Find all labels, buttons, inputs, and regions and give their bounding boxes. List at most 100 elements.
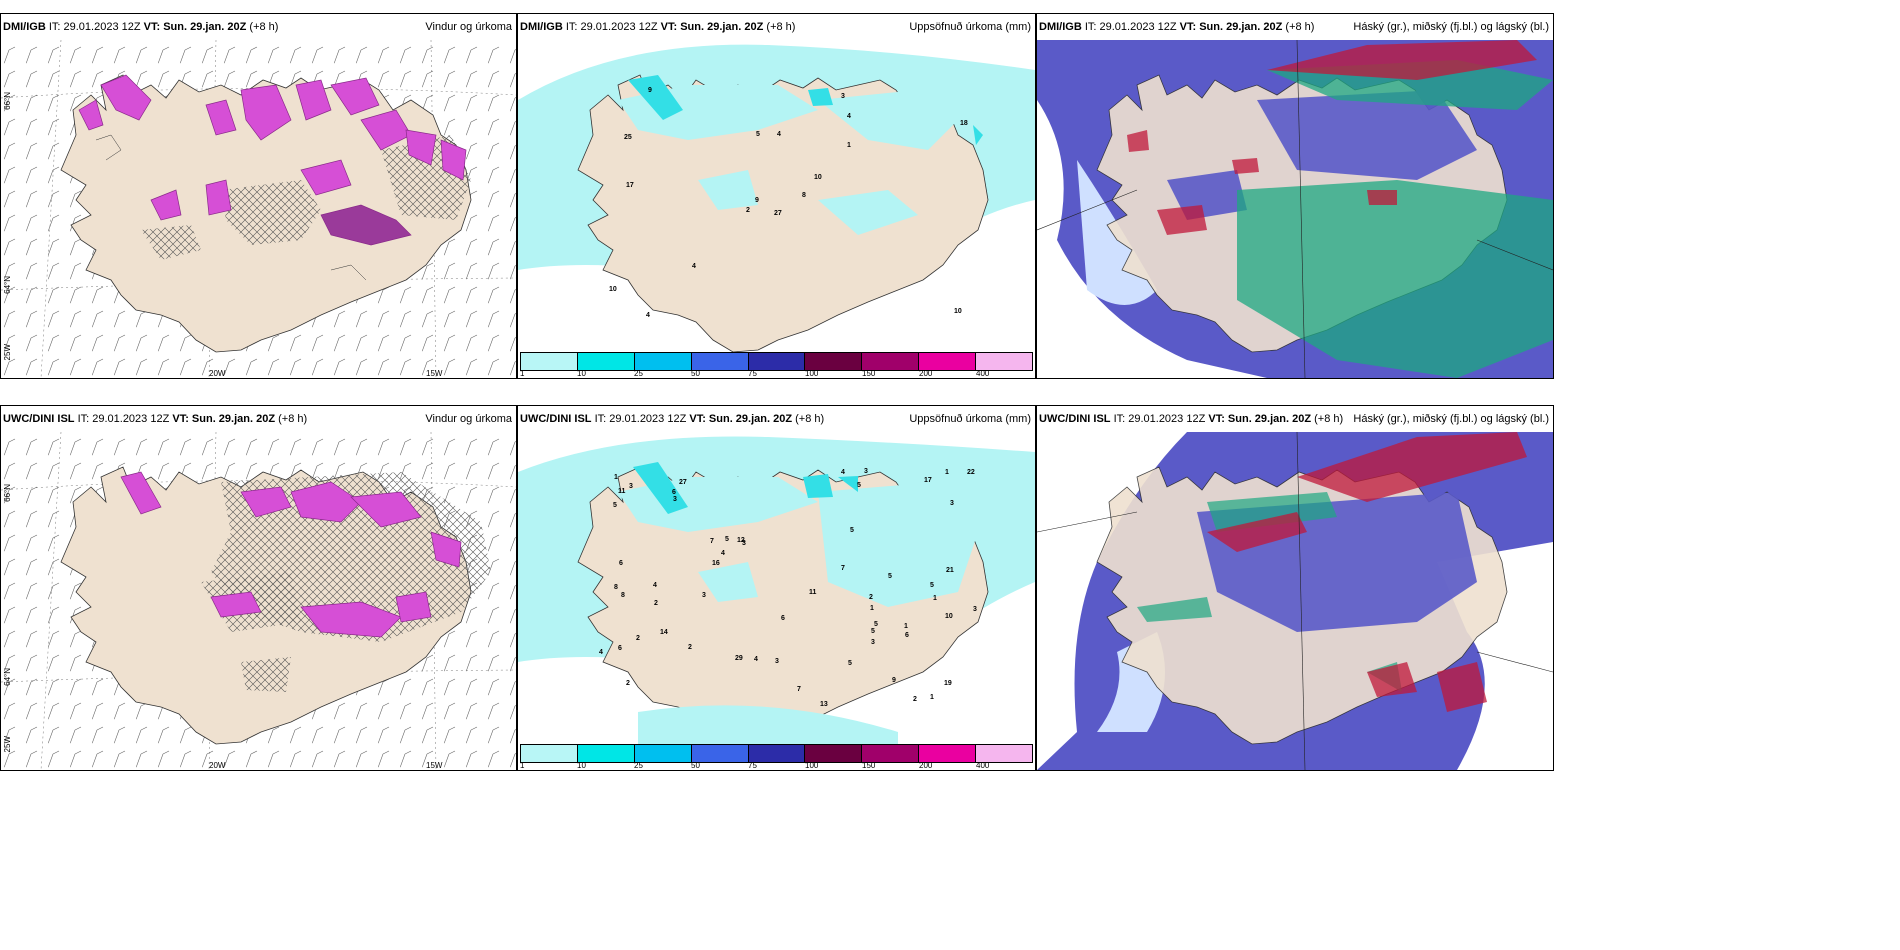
wind-barb: [399, 750, 412, 768]
wind-barb: [399, 702, 412, 720]
precip-value-label: 6: [619, 560, 623, 567]
init-time: IT: 29.01.2023 12Z: [48, 21, 141, 33]
precip-value-label: 1: [930, 694, 934, 701]
wind-barb: [377, 70, 390, 88]
precip-value-label: 27: [774, 210, 782, 217]
model-source: DMI/IGB: [3, 21, 46, 33]
wind-barb: [443, 70, 456, 88]
wind-barb: [113, 46, 126, 64]
wind-barb: [487, 486, 500, 504]
wind-barb: [47, 606, 60, 624]
wind-barb: [399, 46, 412, 64]
wind-barb: [487, 46, 500, 64]
wind-barb: [443, 702, 456, 720]
wind-barb: [3, 358, 16, 376]
wind-barb: [3, 462, 16, 480]
colorbar-swatch: [805, 353, 863, 370]
wind-barb: [3, 582, 16, 600]
colorbar-label: 75: [748, 369, 757, 378]
wind-barb: [157, 358, 170, 376]
wind-barb: [267, 726, 280, 744]
wind-barb: [69, 726, 82, 744]
wind-precip-map[interactable]: [1, 432, 516, 770]
precip-value-label: 17: [924, 477, 932, 484]
wind-barb: [47, 582, 60, 600]
cloud-cover-map[interactable]: [1037, 432, 1553, 770]
precip-value-label: 10: [609, 286, 617, 293]
colorbar-swatch: [521, 353, 578, 370]
wind-barb: [509, 633, 516, 648]
wind-barb: [487, 70, 500, 88]
precip-value-label: 6: [618, 645, 622, 652]
wind-barb: [113, 310, 126, 328]
accumulated-precip-map[interactable]: 27 25 9 10 10 4 3 4 4 8 9 10 17 18 2 1 4 5: [518, 40, 1035, 354]
wind-barb: [47, 750, 60, 768]
init-time: IT: 29.01.2023 12Z: [594, 413, 687, 425]
wind-barb: [421, 334, 434, 352]
wind-barb: [3, 310, 16, 328]
wind-barb: [135, 438, 148, 456]
precip-value-label: 7: [841, 565, 845, 572]
wind-barb: [465, 118, 478, 136]
precip-value-label: 18: [960, 120, 968, 127]
lead-time: (+8 h): [249, 21, 279, 33]
wind-barb: [509, 585, 516, 600]
precip-value-label: 6: [905, 632, 909, 639]
wind-barb: [25, 166, 38, 184]
wind-barb: [25, 606, 38, 624]
wind-barb: [47, 358, 60, 376]
wind-barb: [47, 438, 60, 456]
wind-barb: [47, 678, 60, 696]
valid-time: VT: Sun. 29.jan. 20Z: [660, 21, 764, 33]
wind-barb: [25, 94, 38, 112]
map-title: Vindur og úrkoma: [425, 413, 512, 425]
wind-barb: [355, 334, 368, 352]
lat-label-66: 66°N: [3, 92, 12, 110]
wind-barb: [3, 630, 16, 648]
wind-precip-map[interactable]: [1, 40, 516, 378]
wind-barb: [91, 358, 104, 376]
wind-barb: [157, 70, 170, 88]
wind-barb: [179, 750, 192, 768]
wind-barb: [25, 238, 38, 256]
wind-barb: [3, 654, 16, 672]
wind-barb: [465, 630, 478, 648]
wind-barb: [267, 438, 280, 456]
wind-barb: [443, 94, 456, 112]
wind-barb: [3, 558, 16, 576]
wind-barb: [157, 334, 170, 352]
wind-barb: [311, 46, 324, 64]
wind-barb: [69, 46, 82, 64]
wind-barb: [465, 70, 478, 88]
precip-value-label: 10: [945, 613, 953, 620]
wind-barb: [245, 462, 258, 480]
wind-barb: [3, 262, 16, 280]
precip-value-label: 3: [841, 93, 845, 100]
lead-time: (+8 h): [1314, 413, 1344, 425]
wind-barb: [509, 73, 516, 88]
wind-barb: [377, 310, 390, 328]
wind-barb: [223, 358, 236, 376]
precip-colorbar: 1 10 25 50 75 100 150 200 400: [518, 744, 1035, 770]
wind-barb: [25, 486, 38, 504]
wind-barb: [509, 313, 516, 328]
precip-value-label: 3: [702, 592, 706, 599]
precip-value-label: 2: [654, 600, 658, 607]
wind-barb: [421, 750, 434, 768]
wind-barb: [135, 750, 148, 768]
precip-value-label: 8: [802, 192, 806, 199]
wind-barb: [69, 582, 82, 600]
accumulated-precip-map[interactable]: 1122739657135811192921611121422171610465…: [518, 432, 1035, 746]
precip-value-label: 6: [672, 489, 676, 496]
cloud-cover-map[interactable]: [1037, 40, 1553, 378]
precip-value-label: 4: [721, 550, 725, 557]
wind-barb: [399, 726, 412, 744]
precip-value-label: 14: [660, 629, 668, 636]
precip-areas: [120, 471, 462, 638]
wind-barb: [487, 606, 500, 624]
lat-label-25w: 25W: [3, 736, 12, 753]
precip-value-label: 2: [869, 594, 873, 601]
panel-dmi-clouds: DMI/IGB IT: 29.01.2023 12Z VT: Sun. 29.j…: [1036, 13, 1554, 379]
wind-barb: [245, 70, 258, 88]
lon-label-15w: 15W: [426, 761, 443, 770]
